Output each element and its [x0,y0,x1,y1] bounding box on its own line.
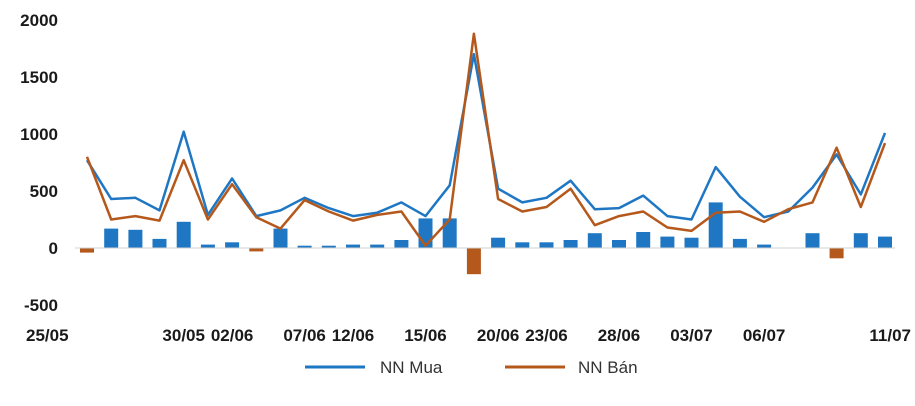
bar-27 [732,238,747,248]
y-tick-label: 500 [30,182,58,201]
bar-21 [587,233,602,248]
bar-8 [273,228,288,248]
x-tick-label: 07/06 [283,326,326,345]
y-tick-label: 0 [49,239,58,258]
bar-25 [684,237,699,248]
bar-16 [466,248,481,275]
x-tick-label: 28/06 [598,326,641,345]
bar-3 [152,238,167,248]
bar-1 [104,228,119,248]
y-tick-label: 2000 [20,11,58,30]
bar-6 [225,242,240,248]
bar-0 [80,248,94,253]
bar-5 [200,244,215,248]
x-tick-label: 15/06 [404,326,447,345]
y-tick-label: 1500 [20,68,58,87]
bar-30 [805,233,820,248]
series-line-nn-mua [85,52,887,221]
bar-7 [249,248,264,252]
y-tick-label: 1000 [20,125,58,144]
bar-19 [539,242,554,248]
y-tick-label: -500 [24,296,58,315]
bar-2 [128,229,143,248]
bar-26 [708,202,723,248]
x-tick-label: 03/07 [670,326,713,345]
bar-22 [612,240,626,248]
bar-9 [297,245,312,248]
bar-17 [491,237,506,248]
bar-4 [176,221,191,248]
x-tick-label: 11/07 [869,326,911,345]
x-tick-label: 23/06 [525,326,568,345]
bar-33 [878,236,892,248]
bar-11 [346,244,360,248]
bar-20 [563,240,578,248]
bar-15 [442,218,457,248]
legend-label-nn-mua: NN Mua [380,358,443,377]
lines-layer [85,32,887,247]
bar-32 [853,233,868,248]
x-axis: 25/05 30/05 02/06 07/06 12/06 15/06 20/06 23/06… [26,326,911,345]
bar-13 [394,240,409,248]
bars-layer [80,202,892,275]
bar-18 [515,242,530,248]
legend-item-nn-mua: NN Mua [305,358,443,377]
bar-28 [757,244,772,248]
legend: NN Mua NN Bán [305,358,638,377]
x-tick-label: 12/06 [332,326,375,345]
bar-24 [660,236,675,248]
x-tick-label: 25/05 [26,326,69,345]
x-tick-label: 02/06 [211,326,254,345]
bar-12 [370,244,385,248]
x-tick-label: 30/05 [162,326,205,345]
y-axis: 2000 1500 1000 500 0 -500 [20,11,58,315]
x-tick-label: 06/07 [743,326,786,345]
bar-10 [321,245,336,248]
legend-label-nn-ban: NN Bán [578,358,638,377]
series-line-nn-ban [85,32,887,247]
bar-23 [636,232,651,248]
legend-item-nn-ban: NN Bán [505,358,638,377]
bar-31 [829,248,844,259]
x-tick-label: 20/06 [477,326,520,345]
